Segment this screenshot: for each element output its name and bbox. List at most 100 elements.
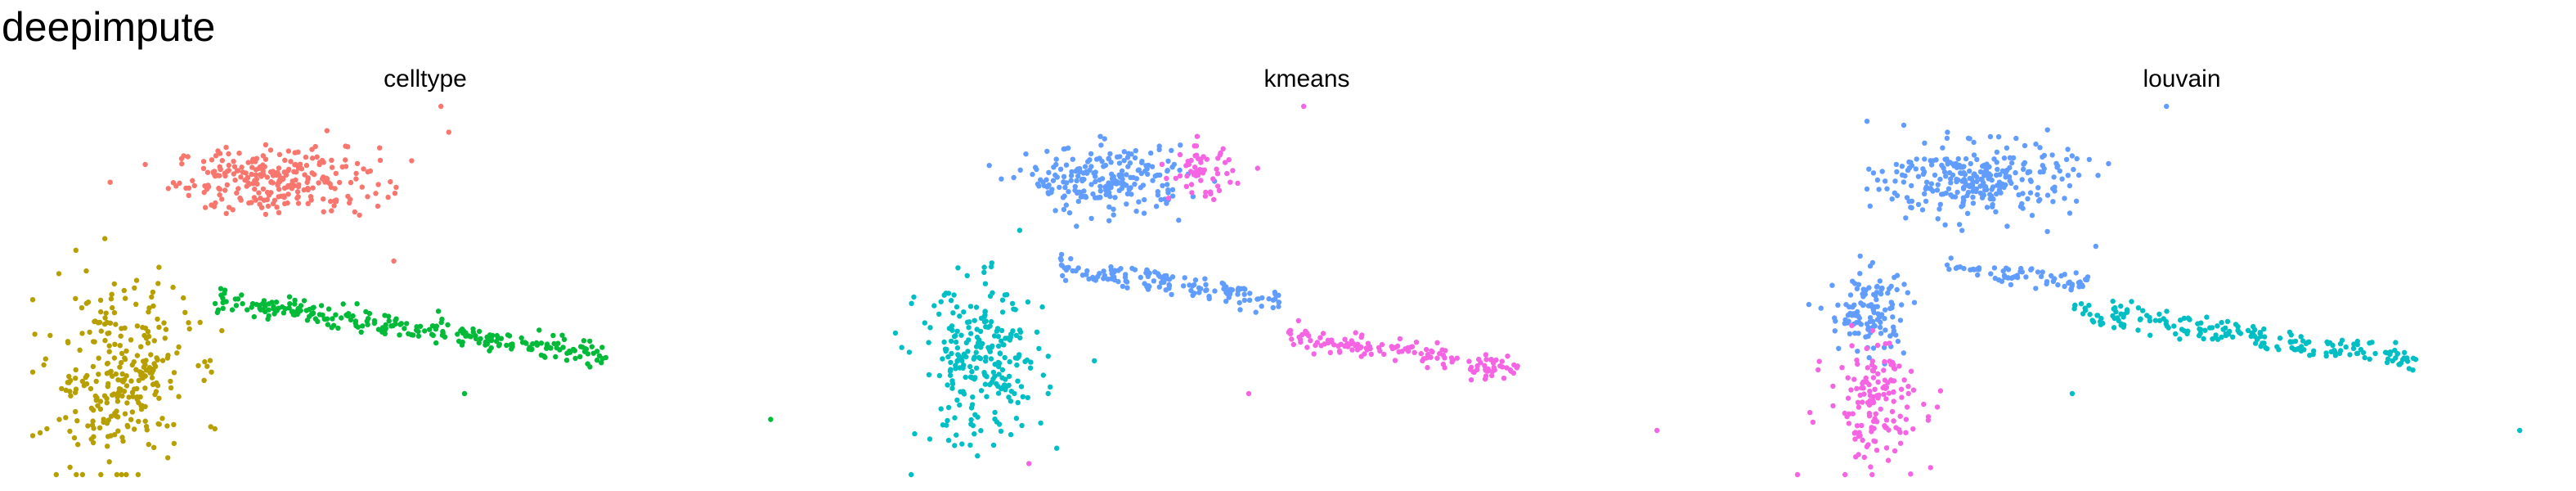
point-louvain-c0-259: [1987, 173, 1994, 178]
point-louvain-c2-124: [1853, 454, 1859, 460]
outlier-celltype-2: [391, 258, 397, 264]
point-celltype-c1-234: [171, 440, 177, 447]
point-louvain-c4-183: [2080, 311, 2086, 317]
point-kmeans-c4-139: [1304, 345, 1310, 350]
point-kmeans-c1-30: [1230, 168, 1236, 173]
point-celltype-c0-136: [222, 187, 228, 193]
point-louvain-c2-5: [1901, 377, 1907, 383]
point-celltype-c2-101: [590, 350, 596, 356]
point-louvain-c1-31: [1883, 307, 1888, 313]
point-kmeans-c0-146: [1152, 173, 1159, 179]
point-kmeans-c3-27: [1202, 276, 1208, 282]
point-kmeans-c4-40: [1489, 372, 1495, 379]
point-celltype-c0-234: [361, 166, 366, 172]
point-kmeans-c2-167: [984, 394, 990, 399]
point-louvain-c0-15: [2035, 191, 2040, 198]
point-kmeans-c1-33: [1198, 178, 1204, 183]
point-celltype-c2-191: [220, 305, 226, 311]
point-celltype-c0-171: [353, 176, 359, 182]
point-celltype-c0-60: [224, 182, 230, 188]
point-louvain-c4-101: [2230, 334, 2236, 340]
point-louvain-c4-174: [2262, 334, 2268, 340]
point-louvain-c2-30: [1908, 471, 1914, 477]
point-louvain-c3-61: [1988, 271, 1994, 277]
point-celltype-c0-93: [293, 162, 298, 168]
point-louvain-c0-164: [2063, 156, 2070, 163]
point-kmeans-c3-58: [1157, 273, 1163, 280]
point-celltype-c2-211: [280, 310, 287, 316]
point-celltype-c2-188: [386, 318, 392, 324]
point-kmeans-c0-122: [1057, 184, 1062, 191]
point-kmeans-c0-136: [1124, 155, 1131, 160]
point-kmeans-c2-214: [988, 356, 994, 362]
point-celltype-c1-276: [105, 434, 111, 439]
point-kmeans-c3-73: [1276, 300, 1281, 305]
point-louvain-c0-224: [1913, 166, 1919, 172]
point-kmeans-c4-104: [1295, 318, 1302, 324]
point-celltype-c0-139: [217, 173, 222, 178]
point-kmeans-c0-187: [1142, 196, 1147, 203]
point-kmeans-c0-104: [1044, 148, 1050, 155]
point-louvain-c0-204: [1894, 192, 1901, 199]
point-louvain-c1-61: [1885, 290, 1891, 296]
point-louvain-c0-13: [1968, 160, 1973, 167]
point-celltype-c2-189: [310, 305, 316, 311]
point-celltype-c0-157: [234, 190, 240, 196]
panel-title-celltype: celltype: [384, 65, 467, 92]
point-celltype-c1-212: [141, 373, 148, 379]
point-louvain-c4-112: [2147, 318, 2153, 324]
point-kmeans-c0-215: [1169, 147, 1174, 154]
point-louvain-c2-146: [1905, 390, 1911, 397]
point-celltype-c1-142: [97, 297, 104, 303]
point-louvain-c0-95: [1922, 156, 1928, 162]
point-celltype-c0-52: [310, 185, 316, 191]
point-louvain-c1-119: [1854, 286, 1860, 291]
point-kmeans-c2-66: [954, 397, 960, 403]
point-celltype-c0-210: [377, 157, 384, 164]
point-kmeans-c2-228: [982, 309, 988, 315]
point-kmeans-c4-121: [1434, 355, 1440, 361]
point-kmeans-c2-152: [1018, 384, 1025, 390]
point-kmeans-c4-130: [1298, 339, 1304, 345]
point-louvain-c4-162: [2398, 360, 2404, 366]
point-kmeans-c0-153: [1061, 179, 1066, 185]
point-celltype-c0-194: [191, 182, 197, 189]
point-louvain-c2-144: [1869, 367, 1875, 374]
point-kmeans-c0-63: [1124, 182, 1129, 188]
point-celltype-c2-225: [603, 354, 608, 361]
point-kmeans-c2-243: [1008, 399, 1014, 404]
point-celltype-c1-184: [101, 393, 108, 399]
point-louvain-c2-115: [1897, 430, 1903, 435]
point-kmeans-c4-101: [1336, 348, 1343, 354]
point-celltype-c1-90: [152, 391, 158, 398]
point-louvain-c0-207: [2010, 155, 2017, 161]
point-kmeans-c2-121: [1039, 304, 1045, 310]
point-louvain-c0-42: [1993, 209, 1999, 214]
outlier-kmeans-2: [909, 471, 914, 478]
point-celltype-c1-106: [122, 411, 128, 417]
point-louvain-c4-184: [2290, 339, 2296, 345]
point-celltype-c1-201: [126, 394, 132, 400]
point-celltype-c1-194: [141, 358, 146, 364]
point-celltype-c1-223: [133, 277, 140, 283]
point-louvain-c3-20: [1992, 275, 1998, 282]
point-celltype-c0-246: [270, 169, 276, 174]
point-kmeans-c2-131: [953, 333, 958, 339]
point-louvain-c2-54: [1845, 395, 1851, 401]
point-celltype-c0-65: [185, 154, 191, 160]
point-kmeans-c4-108: [1429, 348, 1434, 354]
point-kmeans-c2-120: [995, 343, 1002, 349]
point-louvain-c2-133: [1867, 398, 1873, 403]
point-kmeans-c3-44: [1272, 289, 1278, 295]
point-kmeans-c4-105: [1355, 341, 1361, 347]
point-celltype-c1-20: [71, 435, 78, 441]
point-louvain-c4-178: [2072, 302, 2078, 309]
point-kmeans-c2-238: [949, 385, 955, 391]
point-kmeans-c2-119: [968, 405, 975, 411]
point-celltype-c1-148: [151, 444, 157, 450]
point-celltype-c0-86: [263, 142, 269, 148]
point-celltype-c0-229: [261, 197, 267, 203]
point-louvain-c3-21: [1991, 265, 1998, 271]
point-celltype-c0-18: [385, 194, 391, 200]
